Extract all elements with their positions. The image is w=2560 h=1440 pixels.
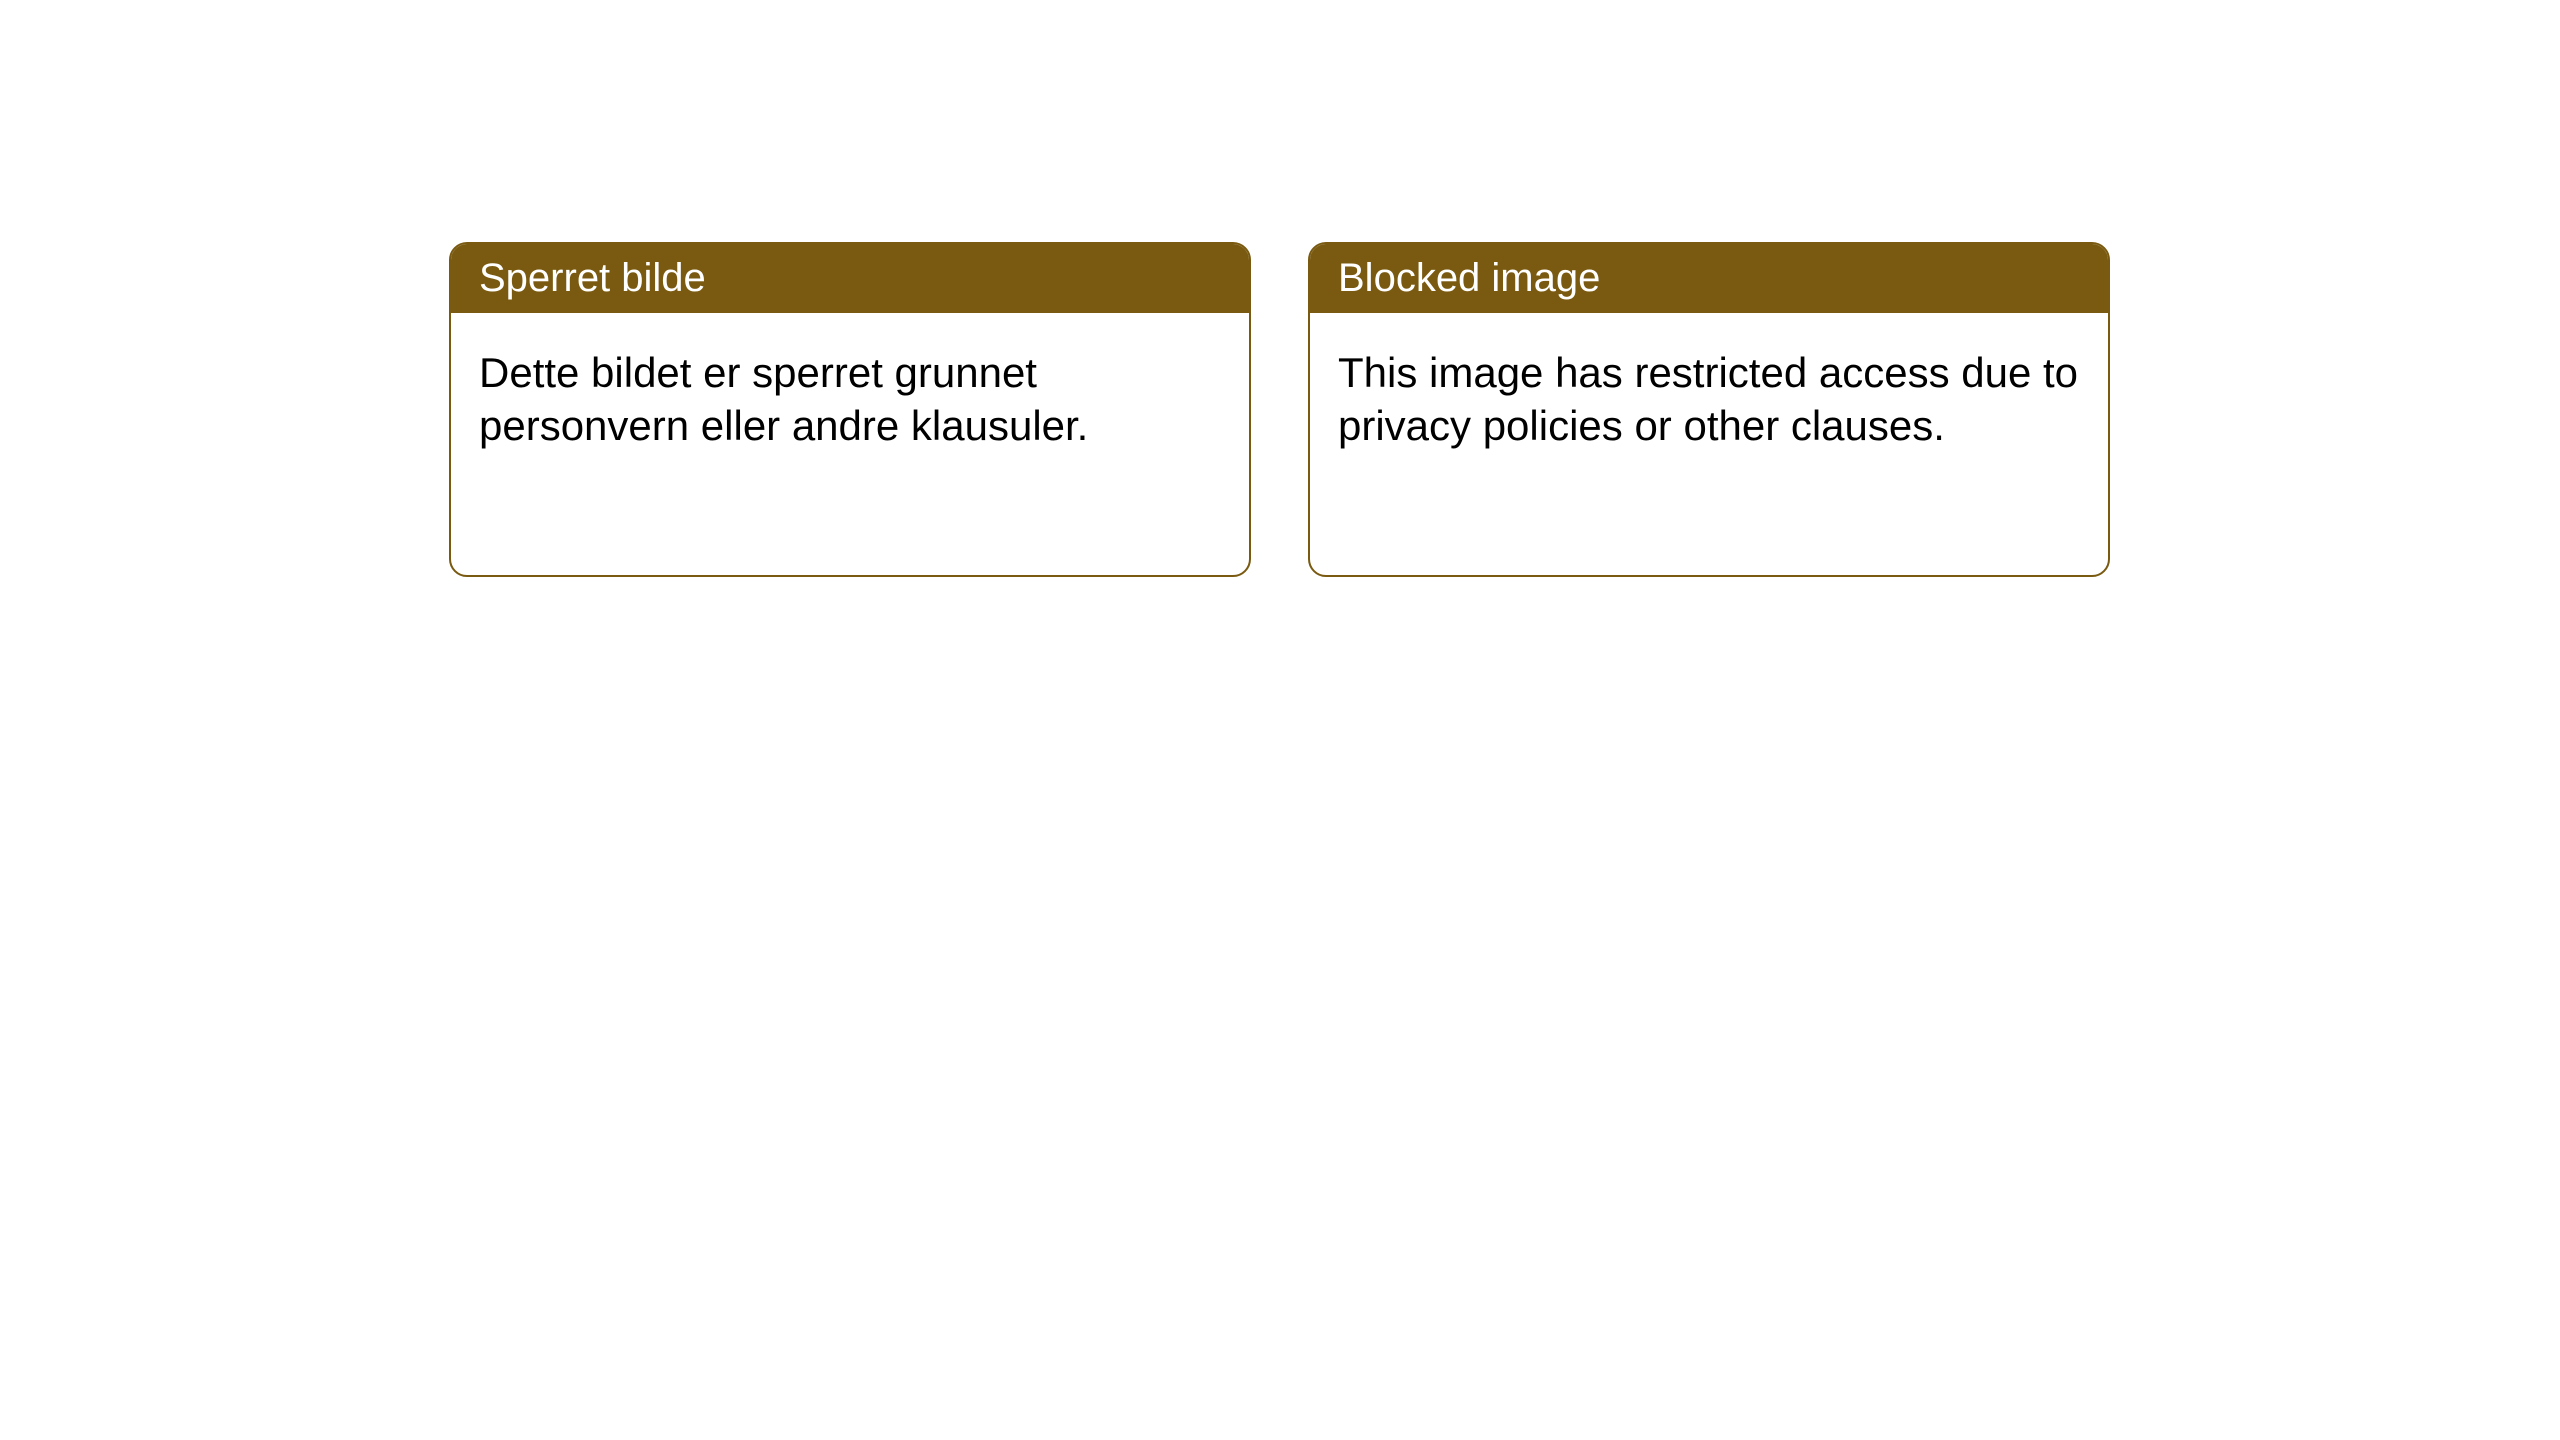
notice-body-english: This image has restricted access due to … — [1310, 313, 2108, 486]
notice-card-norwegian: Sperret bilde Dette bildet er sperret gr… — [449, 242, 1251, 577]
notice-card-english: Blocked image This image has restricted … — [1308, 242, 2110, 577]
notice-title-english: Blocked image — [1310, 244, 2108, 313]
notice-body-norwegian: Dette bildet er sperret grunnet personve… — [451, 313, 1249, 486]
notice-container: Sperret bilde Dette bildet er sperret gr… — [449, 242, 2110, 577]
notice-title-norwegian: Sperret bilde — [451, 244, 1249, 313]
